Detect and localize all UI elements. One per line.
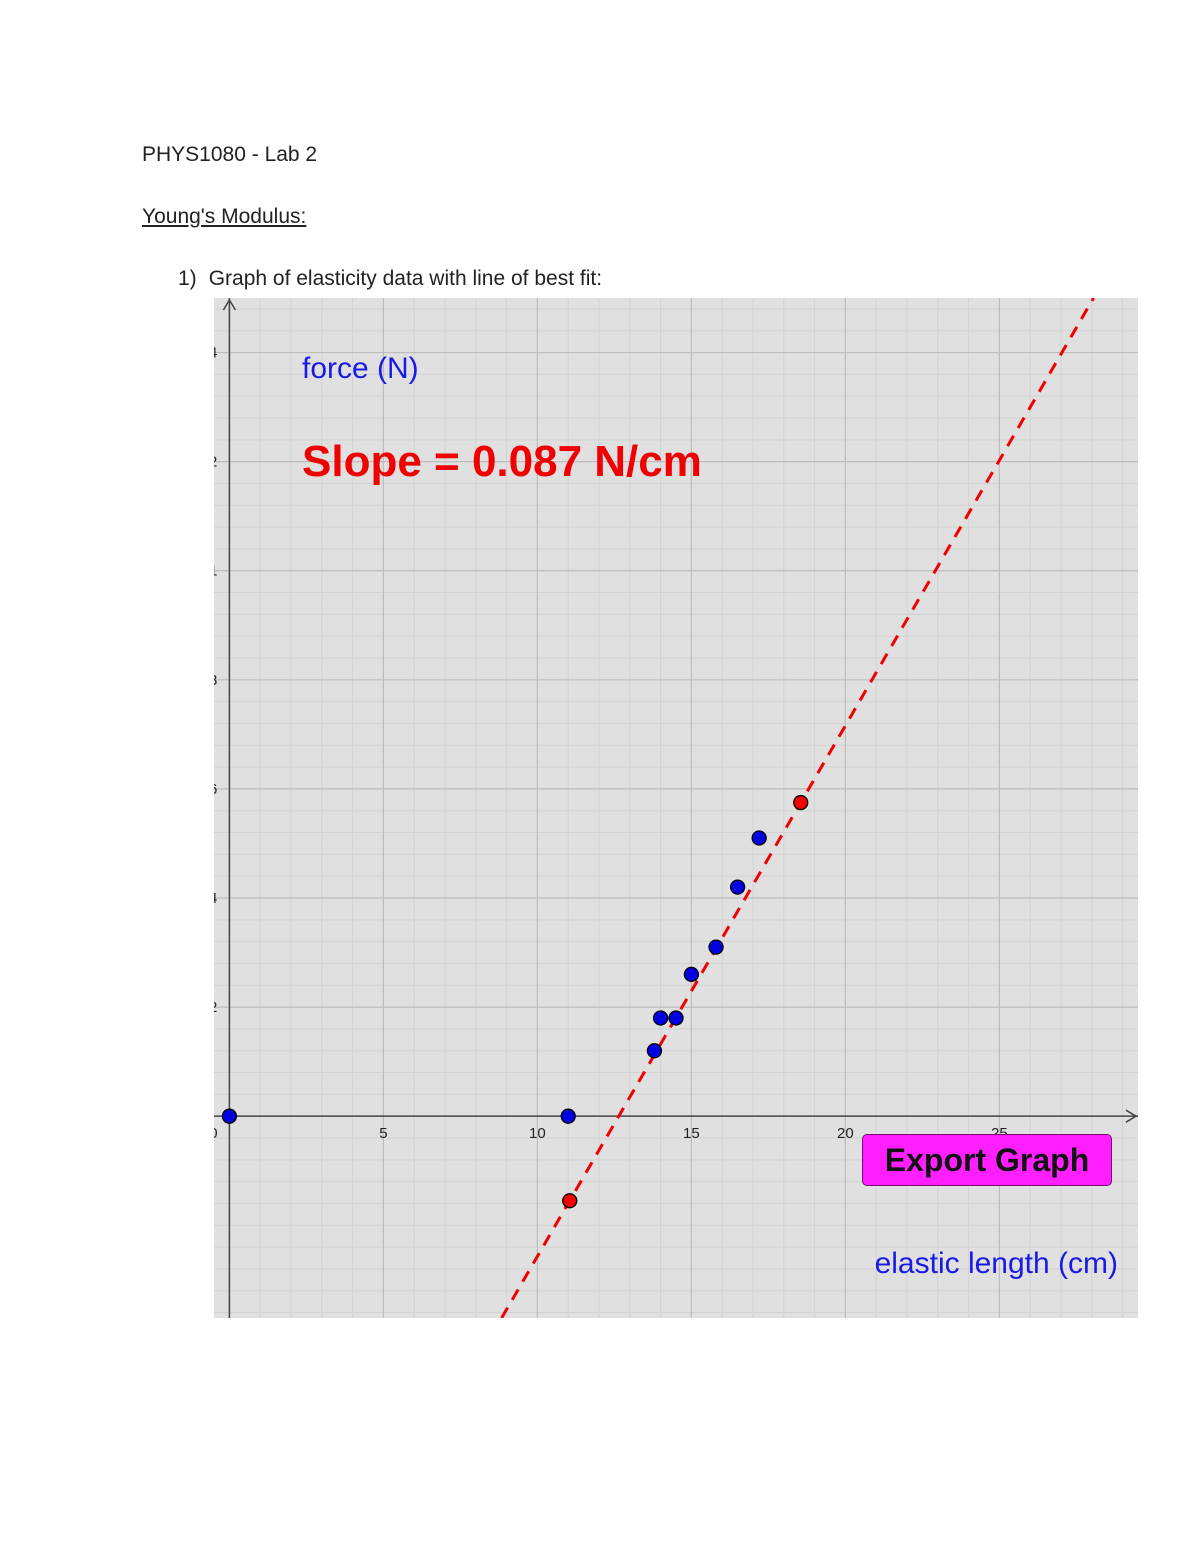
x-tick-label: 20 xyxy=(837,1125,854,1142)
data-point xyxy=(652,1010,669,1026)
y-tick-label: 0.4 xyxy=(214,890,217,907)
export-graph-button[interactable]: Export Graph xyxy=(862,1134,1112,1186)
x-axis-label: elastic length (cm) xyxy=(875,1247,1118,1280)
data-point xyxy=(683,966,700,983)
y-tick-label: 1.2 xyxy=(214,454,217,471)
fit-point xyxy=(793,794,809,811)
data-point xyxy=(751,830,767,846)
y-tick-label: 0.6 xyxy=(214,781,217,798)
y-axis-label: force (N) xyxy=(302,352,419,385)
y-tick-label: 1 xyxy=(214,563,217,580)
y-tick-label: 1.4 xyxy=(214,345,217,362)
y-tick-label: 0.2 xyxy=(214,999,217,1016)
list-item-number: 1) xyxy=(178,267,197,290)
major-grid xyxy=(214,298,1138,1318)
axes xyxy=(214,298,1138,1318)
list-item-text: Graph of elasticity data with line of be… xyxy=(208,267,603,290)
section-heading: Young's Modulus: xyxy=(142,205,307,228)
list-item: 1) Graph of elasticity data with line of … xyxy=(178,267,602,291)
fit-point xyxy=(562,1193,578,1209)
data-point xyxy=(729,879,746,895)
y-tick-label: 0.8 xyxy=(214,672,217,689)
data-points xyxy=(221,794,809,1209)
data-point xyxy=(560,1108,576,1124)
x-tick-label: 15 xyxy=(683,1125,700,1142)
x-tick-label: 0 xyxy=(214,1125,218,1142)
data-point xyxy=(668,1010,684,1026)
y-axis-arrow xyxy=(222,298,237,311)
data-point xyxy=(646,1043,663,1059)
data-point xyxy=(221,1108,238,1124)
x-tick-label: 10 xyxy=(529,1125,546,1142)
data-point xyxy=(708,939,724,955)
x-tick-label: 5 xyxy=(379,1125,387,1142)
document-title: PHYS1080 - Lab 2 xyxy=(142,143,318,166)
x-axis-arrow xyxy=(1125,1109,1138,1123)
slope-annotation: Slope = 0.087 N/cm xyxy=(302,437,702,486)
scatter-chart[interactable]: 05101520250.20.40.60.811.21.4 force (N) … xyxy=(214,298,1138,1318)
